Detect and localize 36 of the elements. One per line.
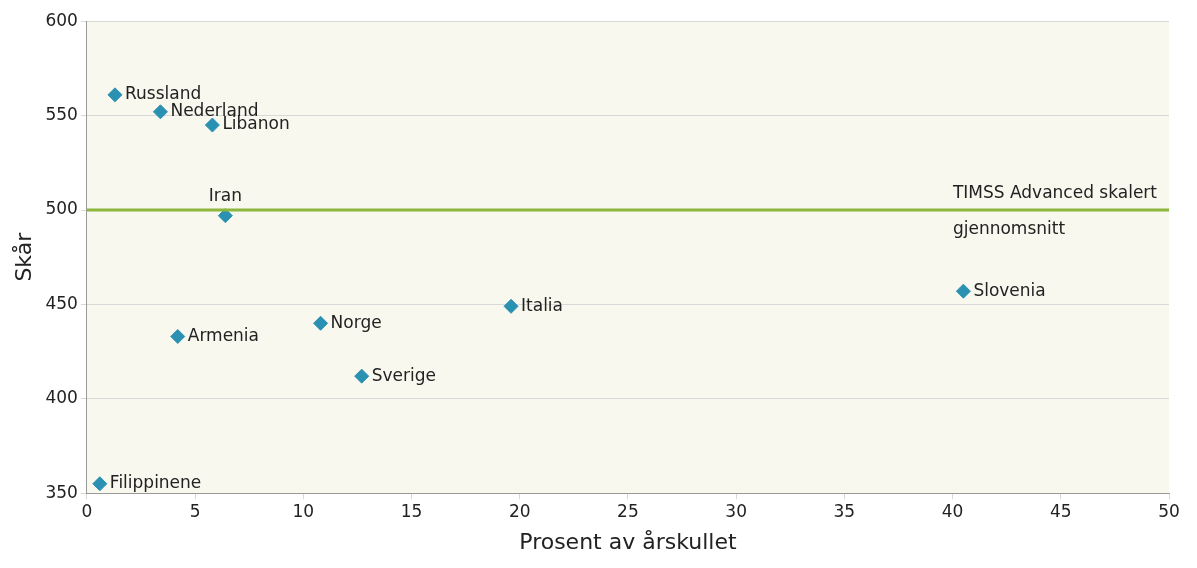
point [204, 117, 220, 133]
y-tick-label: 400 [45, 387, 78, 408]
annotation: Sverige [371, 364, 436, 385]
x-tick-label: 40 [941, 500, 964, 521]
y-axis-title: Skår [10, 231, 36, 282]
ref-line-label: TIMSS Advanced skalert gjennomsnitt [951, 182, 1158, 239]
x-tick-label: 15 [400, 500, 423, 521]
x-tick-label: 45 [1049, 500, 1072, 521]
annotation: Italia [521, 294, 564, 315]
x-tick-label: 50 [1158, 500, 1180, 521]
point [354, 368, 370, 384]
point [92, 476, 108, 492]
x-tick-label: 35 [833, 500, 856, 521]
point [170, 329, 186, 344]
point [152, 104, 168, 120]
x-tick-label: 20 [508, 500, 531, 521]
x-tick-label: 25 [617, 500, 639, 521]
point [107, 87, 123, 103]
y-tick-label: 550 [45, 104, 78, 125]
y-tick-label: 500 [45, 198, 78, 219]
x-tick-label: 30 [725, 500, 747, 521]
annotation: Iran [208, 185, 242, 206]
annotation: Norge [330, 311, 382, 332]
point [955, 283, 971, 299]
point [313, 315, 329, 331]
x-axis-title: Prosent av årskullet [519, 528, 737, 554]
annotation: Slovenia [973, 279, 1046, 300]
x-tick-label: 0 [81, 500, 93, 521]
annotation: Armenia [187, 324, 260, 345]
y-tick-label: 350 [45, 481, 78, 502]
y-tick-label: 450 [45, 292, 78, 313]
x-tick-label: 5 [189, 500, 201, 521]
annotation: Filippinene [109, 472, 202, 493]
y-tick-label: 600 [45, 9, 78, 30]
point [503, 298, 519, 314]
x-tick-label: 10 [292, 500, 315, 521]
